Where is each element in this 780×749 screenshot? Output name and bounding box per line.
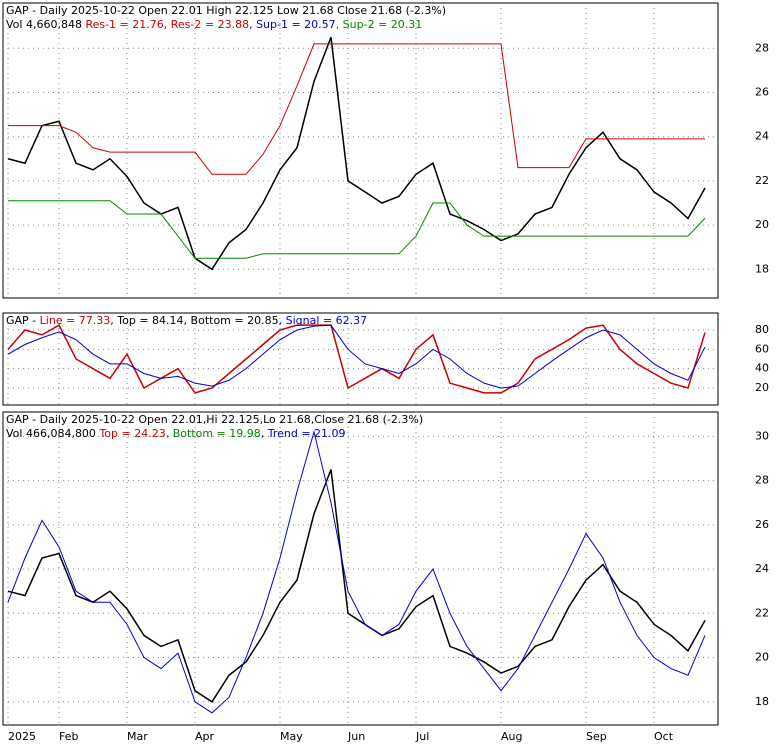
x-tick-label: Jul — [415, 730, 429, 743]
header-part: GAP - — [6, 314, 40, 327]
x-tick-label: Oct — [654, 730, 674, 743]
header-part: , Trend = 21.09 — [261, 427, 346, 440]
header-part: , Bottom = 19.98 — [166, 427, 261, 440]
y-tick-label: 28 — [755, 474, 769, 487]
panel-header: Vol 4,660,848 Res-1 = 21.76, Res-2 = 23.… — [6, 18, 422, 31]
x-tick-label: Jun — [347, 730, 365, 743]
panel-frame — [2, 411, 719, 726]
series-line — [7, 324, 706, 389]
y-tick-label: 28 — [755, 41, 769, 54]
header-part: Res-1 = 21.76 — [85, 18, 163, 31]
header-part: GAP - Daily 2025-10-22 Open 22.01,Hi 22.… — [6, 413, 423, 426]
y-tick-label: 24 — [755, 562, 769, 575]
header-part: , Signal = 62.37 — [279, 314, 367, 327]
header-part: , Bottom = 20.85 — [184, 314, 279, 327]
x-tick-label: 2025 — [8, 730, 36, 743]
y-tick-label: 26 — [755, 85, 769, 98]
panel-header: GAP - Daily 2025-10-22 Open 22.01,Hi 22.… — [6, 413, 423, 426]
series-line — [8, 200, 706, 259]
y-tick-label: 18 — [755, 695, 769, 708]
series-line — [7, 429, 706, 714]
header-part: , Res-2 = 23.88 — [164, 18, 249, 31]
y-tick-label: 22 — [755, 174, 769, 187]
y-tick-label: 30 — [755, 429, 769, 442]
header-part: Top = 24.23 — [98, 427, 165, 440]
series-line — [7, 324, 706, 394]
y-tick-label: 60 — [755, 342, 769, 355]
header-part: Vol 4,660,848 — [6, 18, 85, 31]
x-tick-label: Mar — [127, 730, 148, 743]
header-part: Line = 77.33 — [40, 314, 111, 327]
x-tick-label: Apr — [195, 730, 215, 743]
y-tick-label: 22 — [755, 606, 769, 619]
y-tick-label: 80 — [755, 323, 769, 336]
header-part: Vol 466,084,800 — [6, 427, 99, 440]
y-tick-label: 26 — [755, 518, 769, 531]
panel-header: Vol 466,084,800 Top = 24.23, Bottom = 19… — [6, 427, 346, 440]
panel-frame — [2, 312, 719, 406]
y-tick-label: 20 — [755, 218, 769, 231]
x-tick-label: Feb — [59, 730, 78, 743]
header-part: GAP - Daily 2025-10-22 Open 22.01 High 2… — [6, 4, 446, 17]
header-part: , Top = 84.14 — [110, 314, 183, 327]
series-line — [8, 43, 705, 175]
x-tick-label: Sep — [586, 730, 607, 743]
y-tick-label: 24 — [755, 130, 769, 143]
y-tick-label: 20 — [755, 651, 769, 664]
header-part: , Sup-2 = 20.31 — [336, 18, 423, 31]
panel-header: GAP - Line = 77.33, Top = 84.14, Bottom … — [6, 314, 367, 327]
y-tick-label: 40 — [755, 362, 769, 375]
panel-frame — [2, 2, 719, 299]
y-tick-label: 18 — [755, 262, 769, 275]
y-tick-label: 20 — [755, 381, 769, 394]
x-tick-label: Aug — [501, 730, 522, 743]
series-line — [7, 469, 706, 703]
x-tick-label: May — [280, 730, 303, 743]
panel-header: GAP - Daily 2025-10-22 Open 22.01 High 2… — [6, 4, 446, 17]
series-line — [7, 36, 706, 271]
header-part: , Sup-1 = 20.57 — [249, 18, 336, 31]
